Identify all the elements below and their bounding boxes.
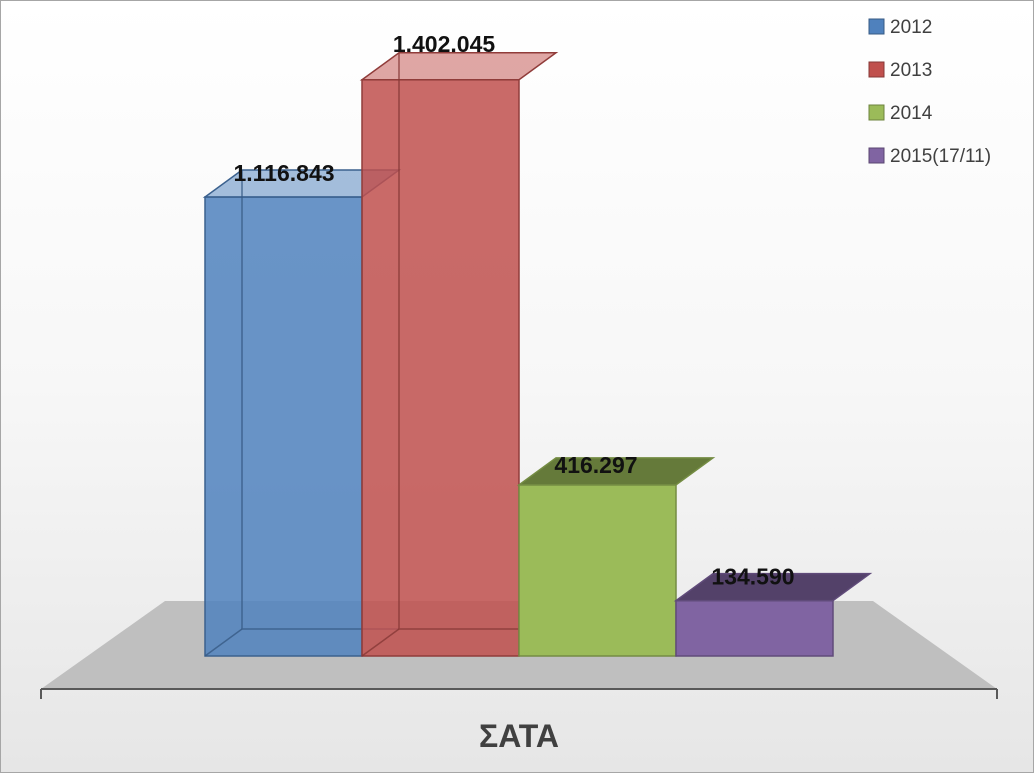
legend-item-2015-17-11[interactable]: 2015(17/11) <box>868 146 991 167</box>
legend-swatch-2015-17-11 <box>868 147 885 164</box>
bar-2013[interactable] <box>359 52 559 657</box>
legend[interactable]: 2012 2013 2014 2015(17/11) <box>868 17 991 167</box>
bar-depth-edge-2012 <box>204 628 243 657</box>
bar-front-2013 <box>361 79 520 657</box>
bar-top-2014 <box>516 457 716 486</box>
legend-label-2015-17-11: 2015(17/11) <box>890 146 991 167</box>
legend-item-2014[interactable]: 2014 <box>868 103 933 124</box>
legend-swatch-2014 <box>868 104 885 121</box>
bar-top-2015-17-11 <box>673 572 873 602</box>
bar-2014[interactable] <box>516 457 716 657</box>
bar-2015-17-11[interactable] <box>673 572 873 657</box>
legend-swatch-2012 <box>868 18 885 35</box>
bar-top-2013 <box>359 52 559 81</box>
legend-item-2013[interactable]: 2013 <box>868 60 932 81</box>
data-label-2013: 1.402.045 <box>393 31 496 57</box>
bars-layer <box>202 52 873 657</box>
category-label-sata: ΣΑΤΑ <box>479 718 559 754</box>
bar-front-2014 <box>518 484 677 657</box>
bar-depth-edge-2013 <box>361 628 400 657</box>
data-label-2015-17-11: 134.590 <box>711 564 794 590</box>
legend-swatch-2013 <box>868 61 885 78</box>
legend-label-2014: 2014 <box>890 103 933 124</box>
legend-item-2012[interactable]: 2012 <box>868 17 932 38</box>
data-label-2014: 416.297 <box>554 452 637 478</box>
data-label-2012: 1.116.843 <box>233 160 334 186</box>
legend-label-2012: 2012 <box>890 17 932 38</box>
bar-front-2012 <box>204 196 363 657</box>
bar-front-2015-17-11 <box>675 599 834 657</box>
legend-label-2013: 2013 <box>890 60 932 81</box>
data-labels-layer: 1.116.843 1.402.045 416.297 134.590 <box>233 31 794 590</box>
